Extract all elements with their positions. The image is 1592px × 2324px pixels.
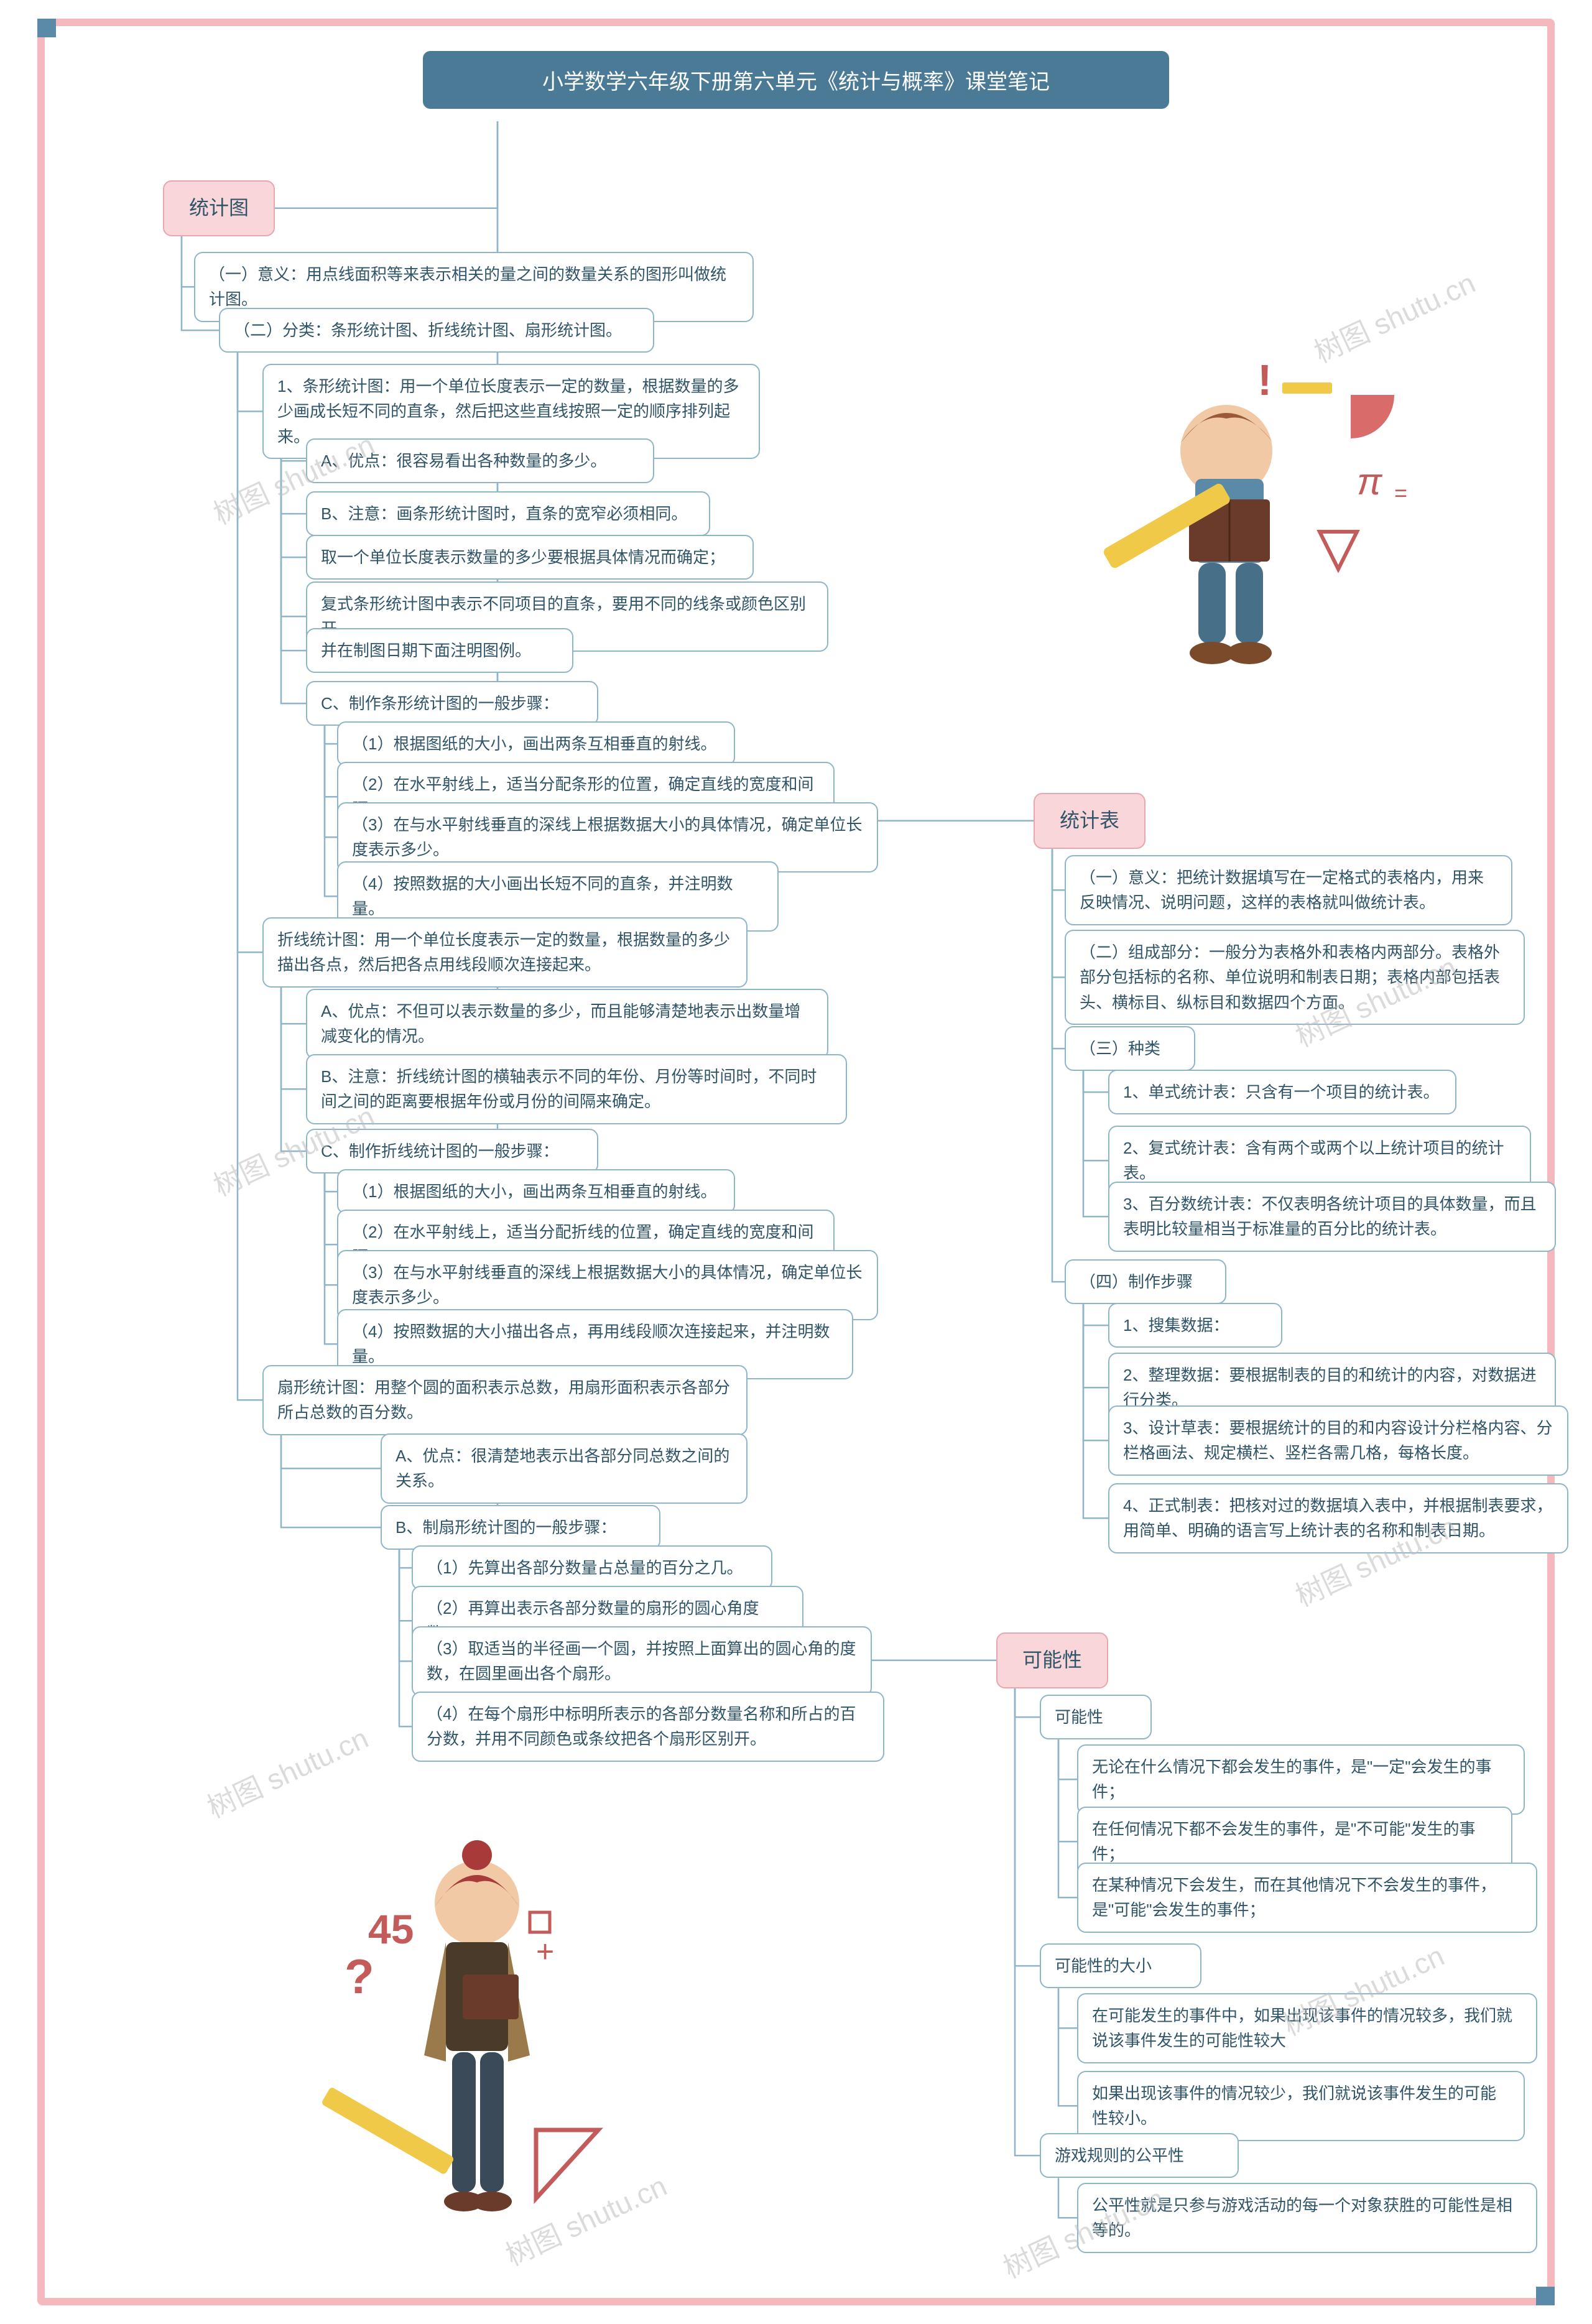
svg-text:+: +	[536, 1934, 554, 1969]
mindmap-node: C、制作折线统计图的一般步骤：	[306, 1129, 598, 1174]
mindmap-node: （三）种类	[1065, 1026, 1195, 1071]
mindmap-node: 3、百分数统计表：不仅表明各统计项目的具体数量，而且表明比较量相当于标准量的百分…	[1108, 1182, 1556, 1252]
mindmap-node: （1）根据图纸的大小，画出两条互相垂直的射线。	[337, 1169, 735, 1214]
mindmap-node: 4、正式制表：把核对过的数据填入表中，并根据制表要求，用简单、明确的语言写上统计…	[1108, 1483, 1568, 1553]
mindmap-node: （二）分类：条形统计图、折线统计图、扇形统计图。	[219, 308, 654, 353]
svg-text:=: =	[1394, 480, 1407, 506]
mindmap-node: 游戏规则的公平性	[1040, 2133, 1239, 2178]
mindmap-node: 取一个单位长度表示数量的多少要根据具体情况而确定；	[306, 535, 754, 580]
mindmap-node: 如果出现该事件的情况较少，我们就说该事件发生的可能性较小。	[1077, 2071, 1525, 2141]
mindmap-node: A、优点：很清楚地表示出各部分同总数之间的关系。	[381, 1433, 747, 1504]
mindmap-node: （四）制作步骤	[1065, 1259, 1226, 1304]
root-node: 统计表	[1034, 793, 1145, 849]
mindmap-node: B、注意：折线统计图的横轴表示不同的年份、月份等时间时，不同时间之间的距离要根据…	[306, 1054, 847, 1124]
mindmap-node: A、优点：不但可以表示数量的多少，而且能够清楚地表示出数量增减变化的情况。	[306, 989, 828, 1059]
mindmap-canvas: 树图 shutu.cn树图 shutu.cn树图 shutu.cn树图 shut…	[45, 121, 1547, 2298]
mindmap-node: 在某种情况下会发生，而在其他情况下不会发生的事件，是"可能"会发生的事件；	[1077, 1863, 1537, 1933]
mindmap-node: 1、搜集数据：	[1108, 1303, 1282, 1348]
mindmap-node: 3、设计草表：要根据统计的目的和内容设计分栏格内容、分栏格画法、规定横栏、竖栏各…	[1108, 1405, 1568, 1476]
mindmap-node: （1）根据图纸的大小，画出两条互相垂直的射线。	[337, 721, 735, 766]
watermark: 树图 shutu.cn	[200, 1716, 374, 1826]
svg-text:?: ?	[345, 1949, 374, 2004]
page-title: 小学数学六年级下册第六单元《统计与概率》课堂笔记	[423, 51, 1169, 109]
mindmap-node: （一）意义：把统计数据填写在一定格式的表格内，用来反映情况、说明问题，这样的表格…	[1065, 855, 1512, 925]
mindmap-node: A、优点：很容易看出各种数量的多少。	[306, 438, 654, 483]
mindmap-node: 折线统计图：用一个单位长度表示一定的数量，根据数量的多少描出各点，然后把各点用线…	[262, 917, 747, 988]
mindmap-node: （二）组成部分：一般分为表格外和表格内两部分。表格外部分包括标的名称、单位说明和…	[1065, 930, 1525, 1025]
mindmap-node: （1）先算出各部分数量占总量的百分之几。	[412, 1545, 772, 1590]
mindmap-node: 无论在什么情况下都会发生的事件，是"一定"会发生的事件；	[1077, 1744, 1525, 1815]
page-frame: 小学数学六年级下册第六单元《统计与概率》课堂笔记 树图 shutu.cn树图 s…	[37, 19, 1555, 2305]
mindmap-node: B、制扇形统计图的一般步骤：	[381, 1505, 660, 1550]
root-node: 统计图	[163, 180, 275, 236]
mindmap-node: 可能性	[1040, 1695, 1152, 1739]
mindmap-node: 并在制图日期下面注明图例。	[306, 628, 573, 673]
illustration-boy-reading: π = !	[1065, 345, 1413, 693]
svg-text:45: 45	[368, 1906, 414, 1952]
mindmap-node: （4）在每个扇形中标明所表示的各部分数量名称和所占的百分数，并用不同颜色或条纹把…	[412, 1692, 884, 1762]
illustration-girl-reading: 45 ? +	[306, 1838, 636, 2261]
mindmap-node: 可能性的大小	[1040, 1943, 1201, 1988]
mindmap-node: B、注意：画条形统计图时，直条的宽窄必须相同。	[306, 491, 710, 536]
svg-text:π: π	[1357, 461, 1383, 502]
svg-text:!: !	[1257, 356, 1272, 404]
mindmap-node: C、制作条形统计图的一般步骤：	[306, 681, 598, 726]
mindmap-node: （3）取适当的半径画一个圆，并按照上面算出的圆心角的度数，在圆里画出各个扇形。	[412, 1626, 872, 1697]
mindmap-node: 1、单式统计表：只含有一个项目的统计表。	[1108, 1070, 1456, 1114]
mindmap-node: 在可能发生的事件中，如果出现该事件的情况较多，我们就说该事件发生的可能性较大	[1077, 1993, 1537, 2063]
root-node: 可能性	[996, 1632, 1108, 1688]
mindmap-node: 公平性就是只参与游戏活动的每一个对象获胜的可能性是相等的。	[1077, 2183, 1537, 2253]
mindmap-node: 扇形统计图：用整个圆的面积表示总数，用扇形面积表示各部分所占总数的百分数。	[262, 1365, 747, 1435]
